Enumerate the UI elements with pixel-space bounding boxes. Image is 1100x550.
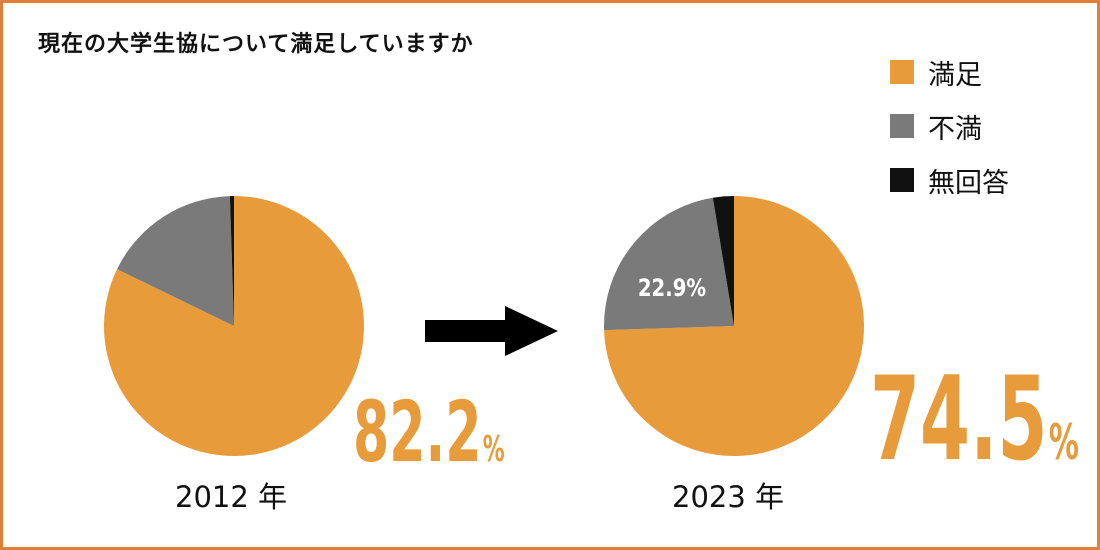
pie-slice-no-answer — [229, 196, 234, 326]
pie-slice-no-answer — [712, 196, 734, 326]
legend-label-satisfied: 満足 — [928, 59, 982, 91]
year-2023-label: 2023 年 — [672, 480, 785, 514]
pie-2023 — [604, 196, 864, 457]
satisfied-2012-number: 82.2 — [353, 383, 482, 481]
pie-slice-dissatisfied — [117, 196, 234, 326]
chart-title: 現在の大学生協について満足していますか — [38, 32, 474, 57]
legend-item-satisfied: 満足 — [890, 58, 1009, 91]
legend-swatch-dissatisfied — [890, 114, 914, 138]
satisfied-2023-number: 74.5 — [870, 352, 1048, 487]
pie-slice-satisfied — [604, 196, 864, 457]
satisfied-2012-unit: % — [482, 429, 505, 470]
satisfied-2023-value: 74.5% — [870, 362, 1079, 478]
legend-swatch-satisfied — [890, 60, 914, 84]
legend-label-no-answer: 無回答 — [928, 167, 1009, 199]
year-2012-label: 2012 年 — [175, 480, 288, 514]
legend: 満足 不満 無回答 — [890, 58, 1009, 220]
pie-slice-dissatisfied — [604, 197, 734, 331]
pie-2012 — [104, 196, 364, 456]
satisfied-2012-value: 82.2% — [353, 390, 505, 474]
legend-label-dissatisfied: 不満 — [928, 113, 982, 145]
dissatisfied-2023-label: 22.9% — [638, 275, 706, 302]
legend-item-no-answer: 無回答 — [890, 166, 1009, 199]
satisfied-2023-unit: % — [1048, 415, 1079, 471]
legend-swatch-no-answer — [890, 168, 914, 192]
legend-item-dissatisfied: 不満 — [890, 112, 1009, 145]
arrow-icon — [425, 306, 558, 356]
